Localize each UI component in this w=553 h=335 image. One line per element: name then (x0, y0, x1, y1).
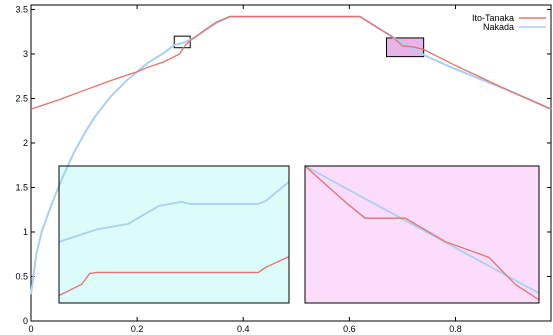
inset-1-series-line-nakada (58, 181, 290, 243)
y-axis: 0 0.5 1 1.5 2 2.5 3 3.5 (15, 4, 551, 326)
y-tick-label: 2 (23, 138, 28, 148)
inset-series (58, 165, 540, 301)
x-tick-label: 0 (28, 324, 33, 334)
y-tick-label: 0 (23, 316, 28, 326)
legend: Ito-Tanaka Nakada (472, 13, 546, 32)
legend-label-nakada: Nakada (483, 22, 514, 32)
y-tick-label: 3.5 (15, 4, 28, 14)
inset-background-1 (59, 166, 289, 303)
inset-1-series-line-ito-tanaka (58, 256, 290, 297)
plot-frame (30, 4, 552, 322)
series-line-nakada (30, 15, 552, 295)
y-tick-label: 3 (23, 49, 28, 59)
y-tick-label: 1 (23, 227, 28, 237)
inset-background-2 (305, 166, 539, 303)
inset-frames (58, 165, 540, 304)
y-tick-label: 2.5 (15, 93, 28, 103)
legend-label-ito-tanaka: Ito-Tanaka (472, 13, 514, 23)
zoom-box-2 (386, 37, 425, 58)
inset-frame-2 (304, 165, 540, 304)
x-axis: 0 0.2 0.4 0.6 0.8 (28, 5, 462, 334)
x-tick-label: 0.2 (131, 324, 144, 334)
y-tick-label: 0.5 (15, 271, 28, 281)
zoom-boxes (173, 35, 425, 58)
inset-2-series-line-ito-tanaka (304, 165, 540, 301)
series-line-ito-tanaka (30, 15, 552, 110)
y-tick-label: 1.5 (15, 182, 28, 192)
zoom-box-1 (173, 35, 191, 49)
x-tick-label: 0.8 (449, 324, 462, 334)
x-tick-label: 0.4 (237, 324, 250, 334)
main-series (30, 15, 552, 295)
inset-2-series-line-nakada (304, 165, 540, 295)
inset-backgrounds (59, 166, 539, 303)
x-tick-label: 0.6 (343, 324, 356, 334)
inset-frame-1 (58, 165, 290, 304)
plot-border (30, 4, 552, 322)
